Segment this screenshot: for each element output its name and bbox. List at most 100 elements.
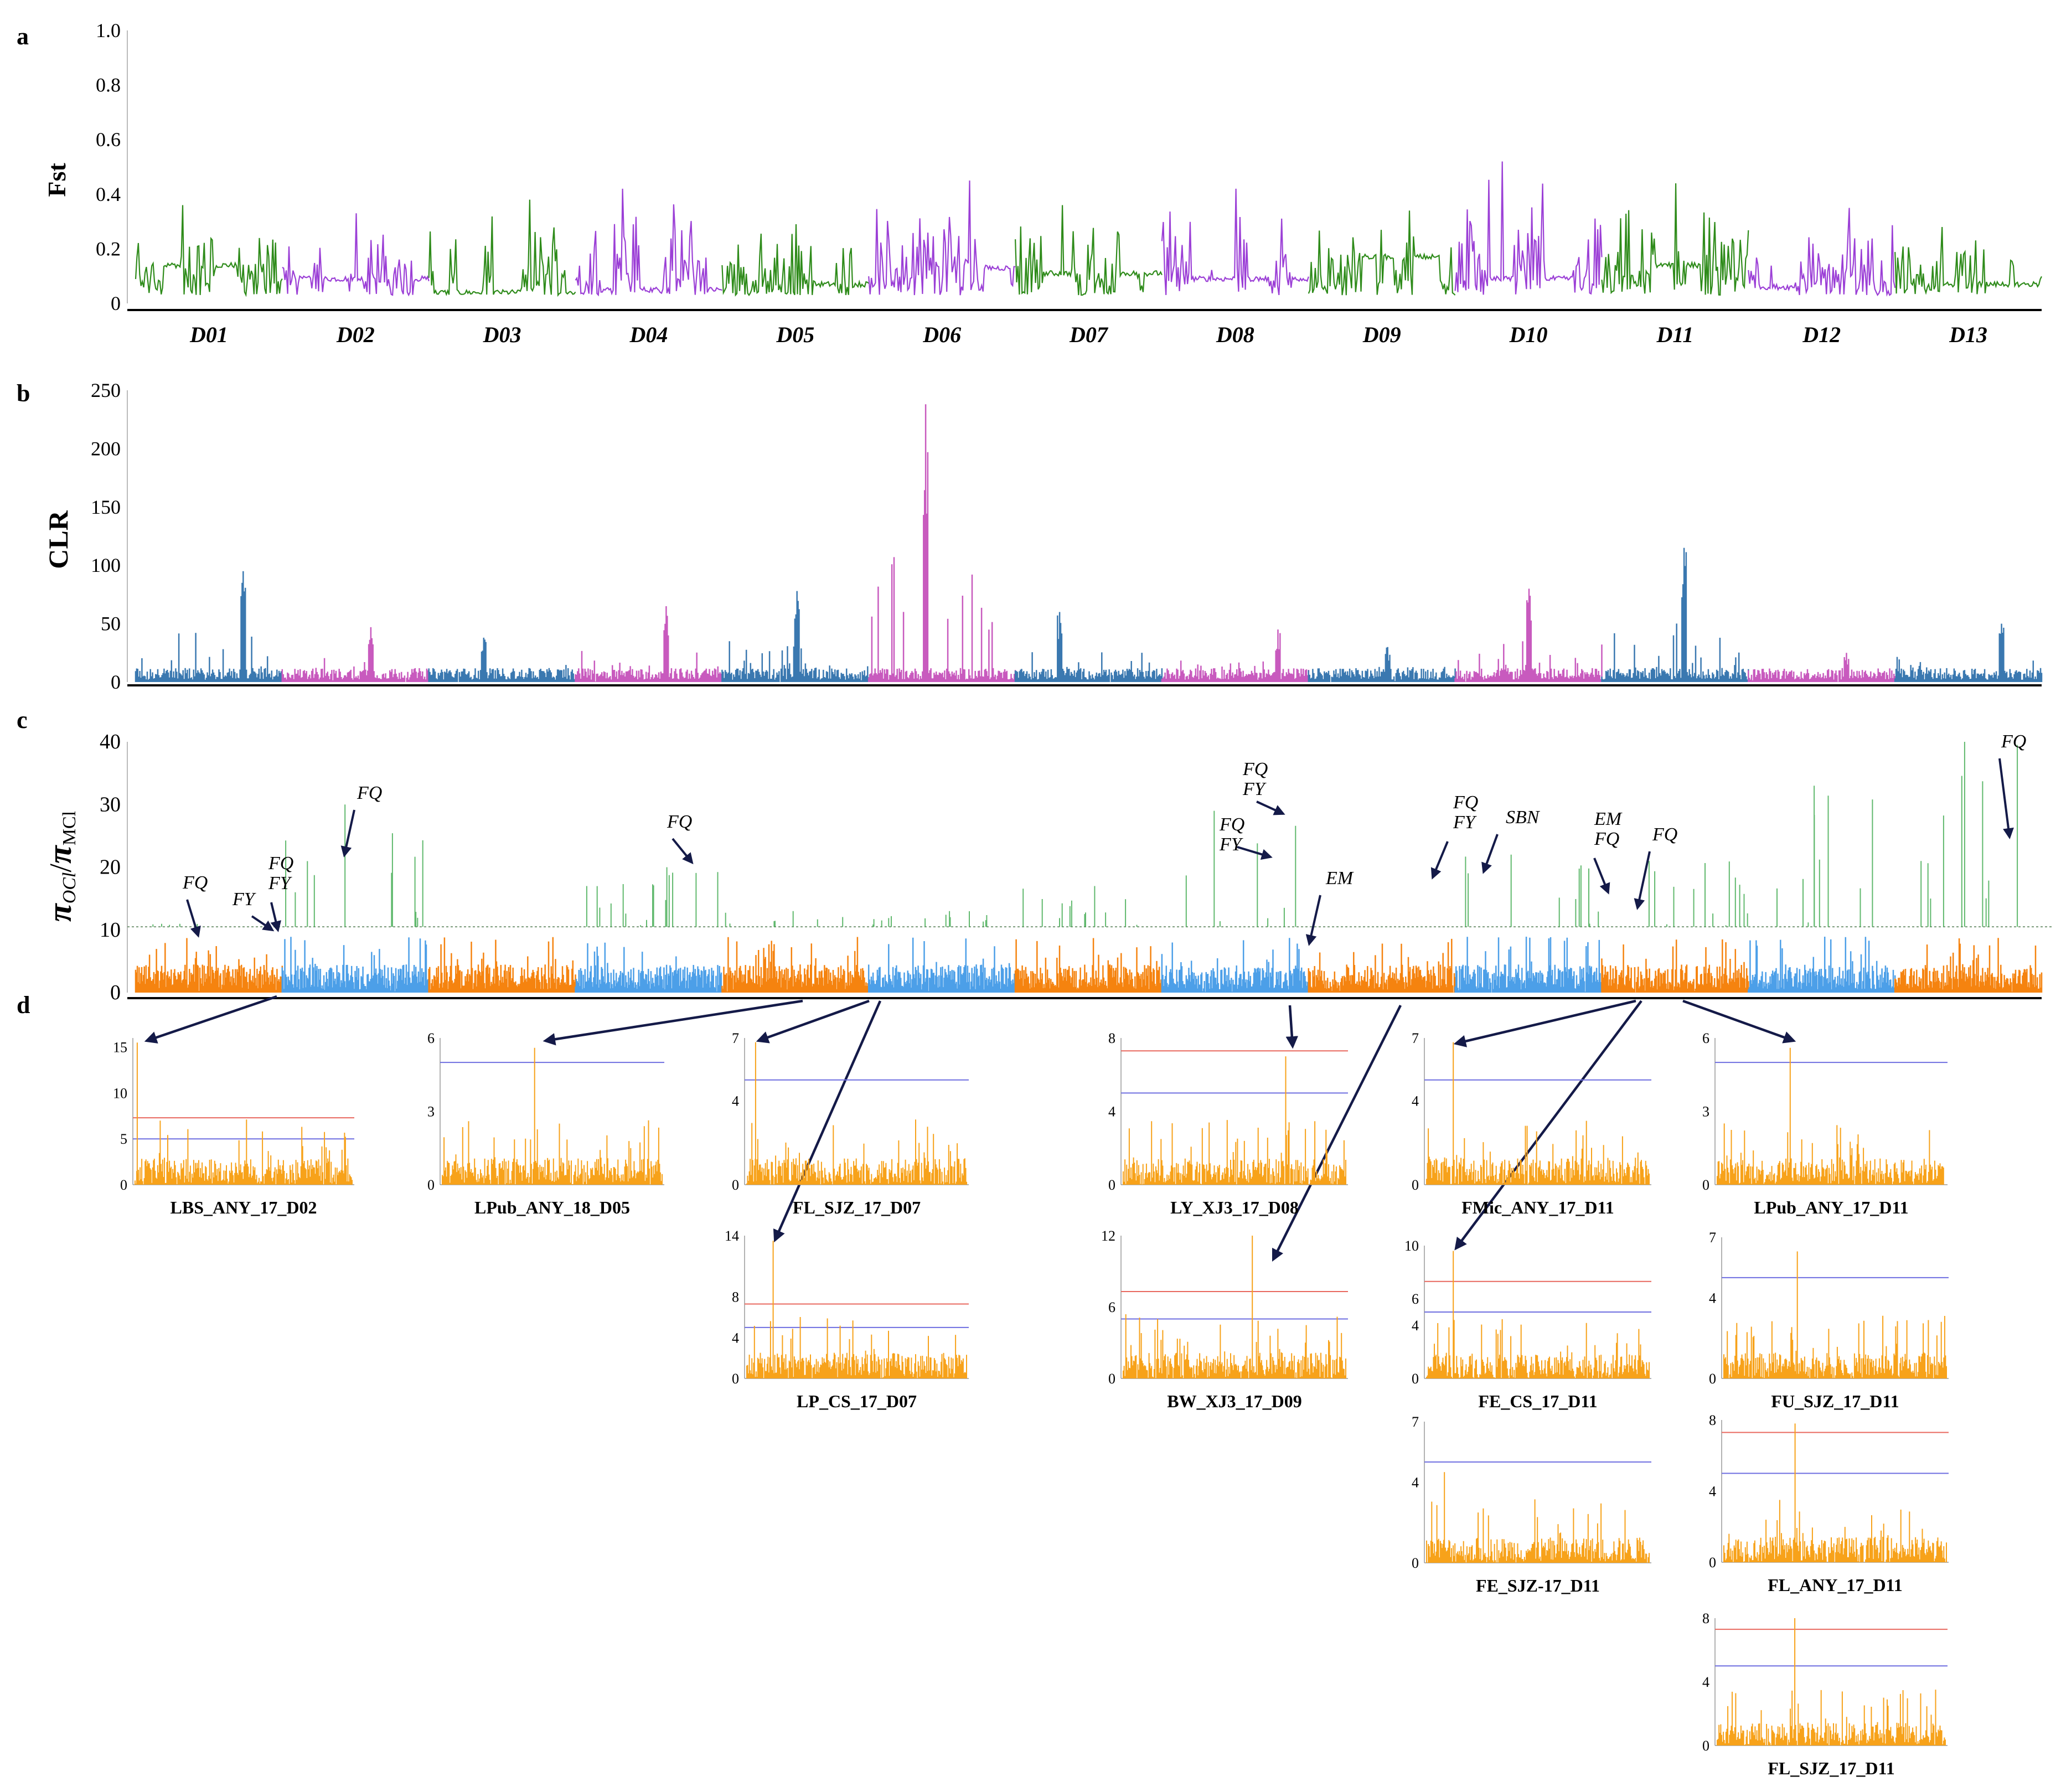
subplot-points xyxy=(1717,1047,1946,1185)
subplot-points xyxy=(442,1047,663,1185)
subplot-points xyxy=(1717,1618,1946,1745)
subplot-points xyxy=(746,1042,967,1185)
link-arrow xyxy=(1453,999,1636,1047)
subplot-title: FL_SJZ_17_D11 xyxy=(1768,1758,1894,1778)
pi-bars-D09 xyxy=(1308,938,1456,993)
fst-line-D08 xyxy=(1161,188,1309,296)
pi-bars-D05 xyxy=(721,937,870,993)
chromosome-label-D04: D04 xyxy=(629,322,668,347)
subplot-y-tick: 0 xyxy=(1108,1177,1115,1193)
y-tick-label: 0.8 xyxy=(96,74,121,96)
annotation-label: SBN xyxy=(1506,807,1541,828)
panel-a-fst-line xyxy=(135,161,2042,297)
fst-line-D07 xyxy=(1015,205,1163,296)
chromosome-label-D09: D09 xyxy=(1362,322,1401,347)
annotation-line: FY xyxy=(1219,834,1243,855)
link-arrow xyxy=(1454,1000,1642,1251)
subplot-y-tick: 0 xyxy=(1702,1177,1709,1193)
annotation-line: EM xyxy=(1325,868,1354,889)
panel-c-bars xyxy=(135,742,2043,993)
annotation-arrow xyxy=(1481,834,1499,874)
panel-b-axes: 0 50 100 150 200 250 xyxy=(91,379,2042,693)
pi-bars-above-D08 xyxy=(1185,810,1296,927)
pi-bars-above-D02 xyxy=(285,804,423,927)
subplot-LPub_ANY_18_D05: 0 3 6 LPub_ANY_18_D05 xyxy=(427,1030,664,1217)
subplot-y-tick: 7 xyxy=(1709,1230,1716,1246)
y-tick-label: 100 xyxy=(91,554,121,576)
subplot-y-tick: 6 xyxy=(1412,1291,1419,1307)
clr-bars-D02 xyxy=(281,627,430,682)
annotation-label: FQ xyxy=(1652,824,1677,845)
subplot-y-tick: 0 xyxy=(732,1177,739,1193)
annotation-line: FQ xyxy=(1219,814,1244,835)
panel-a-chromosome-labels: D01 D02 D03 D04 D05 D06 D07 D08 D09 D10 D11 D12 D13 xyxy=(189,322,1987,347)
annotation-arrow xyxy=(1593,858,1610,895)
subplot-points xyxy=(1426,1251,1650,1378)
fst-line-D05 xyxy=(721,224,869,297)
chromosome-label-D12: D12 xyxy=(1802,322,1841,347)
pi-bars-above-D12 xyxy=(1776,786,1873,927)
chromosome-label-D13: D13 xyxy=(1949,322,1987,347)
pi-symbol-1: π xyxy=(42,902,78,922)
subplot-LPub_ANY_17_D11: 0 3 6 LPub_ANY_17_D11 xyxy=(1702,1030,1948,1217)
subplot-y-tick: 0 xyxy=(1412,1177,1419,1193)
annotation-arrow xyxy=(671,838,694,865)
y-tick-label: 150 xyxy=(91,496,121,518)
subplot-y-tick: 10 xyxy=(113,1085,127,1101)
subplot-y-tick: 4 xyxy=(1702,1674,1709,1690)
subplot-title: FMic_ANY_17_D11 xyxy=(1461,1197,1614,1217)
clr-bars-D06 xyxy=(867,404,1016,682)
y-tick-label: 20 xyxy=(100,856,121,879)
pi-bars-above-D04 xyxy=(586,867,719,927)
panel-b-clr-bars xyxy=(135,404,2043,682)
subplot-BW_XJ3_17_D09: 0 6 12 BW_XJ3_17_D09 xyxy=(1101,1228,1348,1411)
subplot-y-tick: 0 xyxy=(1702,1738,1709,1754)
subplot-y-tick: 12 xyxy=(1101,1228,1115,1244)
link-arrow xyxy=(1682,999,1796,1044)
annotation-arrow xyxy=(1305,895,1321,946)
subplot-points xyxy=(135,1042,353,1185)
pi-bars-above-D06 xyxy=(872,911,988,927)
pi-sub-2: MCl xyxy=(59,811,80,845)
subplot-y-tick: 0 xyxy=(1709,1371,1716,1387)
panel-a-ylabel: Fst xyxy=(43,163,71,197)
annotation-label: FQ FY xyxy=(1219,814,1244,855)
annotation-line: FQ xyxy=(1453,792,1478,813)
chromosome-label-D05: D05 xyxy=(776,322,814,347)
y-tick-label: 200 xyxy=(91,437,121,459)
subplot-y-tick: 4 xyxy=(732,1330,739,1346)
subplot-y-tick: 4 xyxy=(732,1093,739,1109)
subplot-y-tick: 8 xyxy=(732,1289,739,1305)
clr-bars-D04 xyxy=(575,606,723,682)
subplot-title: FU_SJZ_17_D11 xyxy=(1771,1391,1899,1411)
panel-d-subplots: 0 5 10 15 LBS_ANY_17_D02 0 3 6 LPub_ANY_18_D05 0 4… xyxy=(113,1030,1949,1778)
subplot-y-tick: 15 xyxy=(113,1040,127,1056)
subplot-y-tick: 8 xyxy=(1108,1030,1115,1046)
panel-d-label: d xyxy=(17,991,30,1019)
pi-bars-D02 xyxy=(281,937,430,993)
subplot-y-tick: 6 xyxy=(427,1030,435,1046)
annotation-line: FY xyxy=(1242,779,1267,799)
subplot-y-tick: 0 xyxy=(1709,1555,1716,1571)
subplot-y-tick: 4 xyxy=(1412,1318,1419,1334)
clr-bars-D07 xyxy=(1014,612,1163,682)
annotation-line: FQ xyxy=(1594,829,1619,849)
fst-line-D12 xyxy=(1748,208,1896,297)
subplot-points xyxy=(1426,1042,1650,1185)
annotation-line: FQ xyxy=(268,853,293,874)
subplot-y-tick: 6 xyxy=(1108,1299,1115,1315)
subplot-y-tick: 3 xyxy=(427,1104,435,1120)
y-tick-label: 1.0 xyxy=(96,19,121,42)
panel-d-association: d 0 5 10 15 LBS_ANY_17_D02 0 3 6 LPub_ANY_18_D05… xyxy=(17,991,1949,1778)
fst-line-D01 xyxy=(135,205,283,297)
clr-bars-D10 xyxy=(1454,588,1603,682)
pi-bars-D03 xyxy=(428,937,576,993)
y-tick-label: 0.2 xyxy=(96,237,121,260)
clr-bars-D08 xyxy=(1161,629,1310,682)
annotation-label: FQ FY xyxy=(268,853,293,894)
pi-bars-D06 xyxy=(867,937,1016,993)
y-tick-label: 30 xyxy=(100,793,121,816)
link-arrow xyxy=(543,999,803,1046)
annotation-arrow xyxy=(1430,841,1449,880)
pi-bars-above-D05 xyxy=(725,911,844,927)
